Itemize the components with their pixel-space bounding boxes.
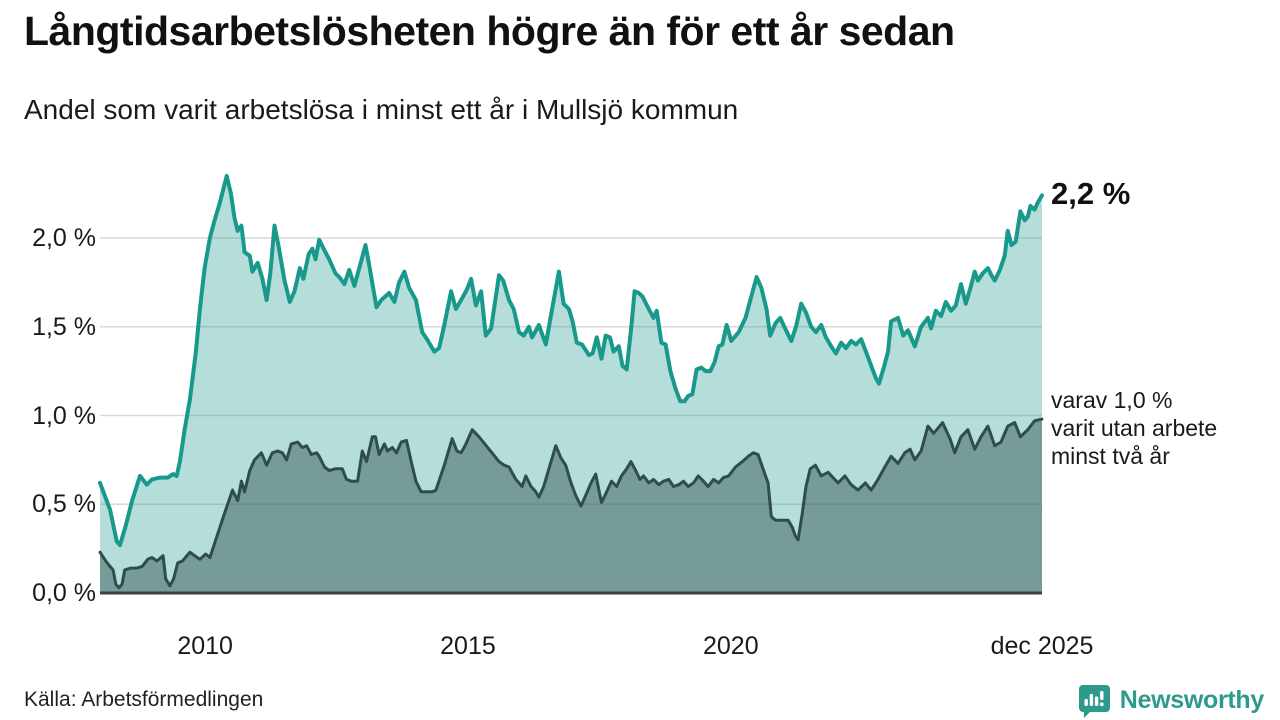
source-credit: Källa: Arbetsförmedlingen (24, 688, 264, 711)
y-tick-label: 0,0 % (32, 579, 96, 607)
y-tick-label: 1,0 % (32, 401, 96, 430)
x-tick-label: 2020 (702, 632, 759, 660)
subset-annotation-line2: varit utan arbete (1051, 415, 1218, 441)
series-area-2 (100, 419, 1042, 593)
newsworthy-logo-icon (1078, 685, 1110, 718)
x-tick-label: dec 2025 (990, 632, 1094, 660)
x-tick-label: 2015 (440, 632, 496, 660)
y-tick-label: 0,5 % (32, 490, 96, 519)
newsworthy-logo-text: Newsworthy (1119, 685, 1265, 714)
subset-annotation-line1: varav 1,0 % (1051, 387, 1173, 413)
subset-annotation: varav 1,0 % varit utan arbete minst två … (1051, 386, 1217, 470)
newsworthy-logo[interactable]: Newsworthy (1076, 682, 1264, 718)
series-line-2 (98, 417, 1044, 590)
subset-annotation-line3: minst två år (1051, 443, 1170, 469)
series-line-1 (98, 173, 1044, 548)
page-title: Långtidsarbetslösheten högre än för ett … (24, 8, 955, 54)
chart-subtitle: Andel som varit arbetslösa i minst ett å… (24, 94, 739, 125)
y-tick-label: 1,5 % (32, 312, 96, 341)
x-tick-label: 2010 (177, 632, 233, 660)
y-tick-label: 2,0 % (32, 224, 96, 252)
latest-value-label: 2,2 % (1051, 176, 1131, 211)
